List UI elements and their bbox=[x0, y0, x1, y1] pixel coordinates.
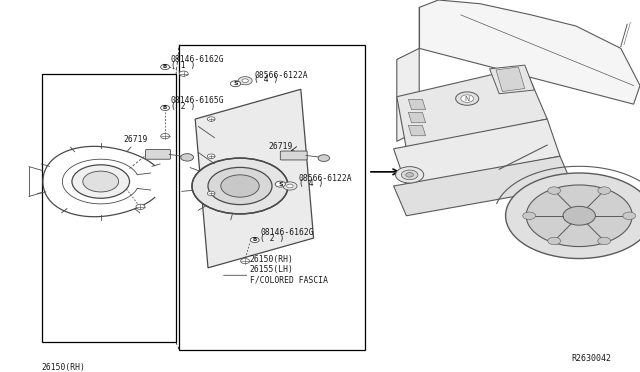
Circle shape bbox=[396, 167, 424, 183]
Text: 08146-6162G: 08146-6162G bbox=[260, 228, 314, 237]
Text: S: S bbox=[233, 81, 238, 86]
Text: 26150(RH)
26155(LH)
F/COLORED FASCIA: 26150(RH) 26155(LH) F/COLORED FASCIA bbox=[250, 255, 328, 285]
Text: ( 4 ): ( 4 ) bbox=[299, 179, 323, 187]
Circle shape bbox=[161, 105, 170, 110]
Circle shape bbox=[506, 173, 640, 259]
Circle shape bbox=[241, 259, 250, 264]
Text: 08146-6162G: 08146-6162G bbox=[171, 55, 225, 64]
Circle shape bbox=[318, 155, 330, 161]
Polygon shape bbox=[419, 0, 640, 104]
Polygon shape bbox=[397, 67, 547, 149]
Circle shape bbox=[238, 77, 252, 85]
Bar bbox=[42, 74, 176, 342]
Circle shape bbox=[207, 191, 215, 196]
Text: B: B bbox=[253, 237, 257, 243]
Circle shape bbox=[406, 173, 413, 177]
Circle shape bbox=[192, 158, 288, 214]
Text: 08146-6165G: 08146-6165G bbox=[171, 96, 225, 105]
Polygon shape bbox=[408, 125, 426, 136]
Circle shape bbox=[207, 154, 215, 158]
Polygon shape bbox=[408, 99, 426, 110]
Circle shape bbox=[598, 237, 611, 245]
Bar bbox=[179, 45, 365, 350]
Circle shape bbox=[221, 175, 259, 197]
Text: S: S bbox=[278, 182, 283, 187]
Text: ( 1 ): ( 1 ) bbox=[171, 61, 195, 70]
Circle shape bbox=[548, 187, 561, 194]
Text: N: N bbox=[465, 96, 470, 102]
Text: 26150(RH)
26155(LH)
F/CHROME BUMPER: 26150(RH) 26155(LH) F/CHROME BUMPER bbox=[42, 363, 115, 372]
Text: 08566-6122A: 08566-6122A bbox=[254, 71, 308, 80]
Circle shape bbox=[83, 171, 118, 192]
Circle shape bbox=[207, 117, 215, 121]
Circle shape bbox=[456, 92, 479, 105]
Circle shape bbox=[523, 212, 536, 219]
Circle shape bbox=[180, 154, 193, 161]
Circle shape bbox=[461, 95, 474, 102]
FancyBboxPatch shape bbox=[145, 150, 170, 159]
Text: ( 2 ): ( 2 ) bbox=[260, 234, 285, 243]
Circle shape bbox=[623, 212, 636, 219]
Circle shape bbox=[161, 134, 170, 139]
Circle shape bbox=[250, 237, 259, 243]
Polygon shape bbox=[408, 112, 426, 123]
Circle shape bbox=[401, 170, 418, 180]
Circle shape bbox=[287, 184, 293, 188]
Circle shape bbox=[548, 237, 561, 245]
Text: 08566-6122A: 08566-6122A bbox=[299, 174, 353, 183]
Text: ( 2 ): ( 2 ) bbox=[171, 102, 195, 110]
Polygon shape bbox=[496, 67, 525, 92]
Polygon shape bbox=[195, 89, 314, 268]
Circle shape bbox=[526, 185, 632, 247]
FancyBboxPatch shape bbox=[280, 151, 307, 160]
Circle shape bbox=[230, 81, 241, 87]
Circle shape bbox=[136, 204, 145, 209]
Circle shape bbox=[179, 71, 188, 76]
Text: B: B bbox=[163, 64, 167, 70]
Circle shape bbox=[208, 167, 272, 205]
Text: B: B bbox=[163, 105, 167, 110]
Text: 26719: 26719 bbox=[269, 142, 293, 151]
Polygon shape bbox=[394, 156, 573, 216]
Polygon shape bbox=[394, 119, 560, 186]
Circle shape bbox=[161, 64, 170, 70]
Polygon shape bbox=[397, 48, 419, 141]
Text: R2630042: R2630042 bbox=[571, 354, 611, 363]
Polygon shape bbox=[490, 65, 534, 94]
Circle shape bbox=[72, 165, 129, 198]
Text: 26719: 26719 bbox=[123, 135, 147, 144]
Circle shape bbox=[598, 187, 611, 194]
Circle shape bbox=[283, 182, 297, 190]
Circle shape bbox=[275, 181, 285, 187]
Circle shape bbox=[563, 206, 595, 225]
Circle shape bbox=[242, 79, 248, 83]
Text: ( 4 ): ( 4 ) bbox=[254, 75, 278, 84]
